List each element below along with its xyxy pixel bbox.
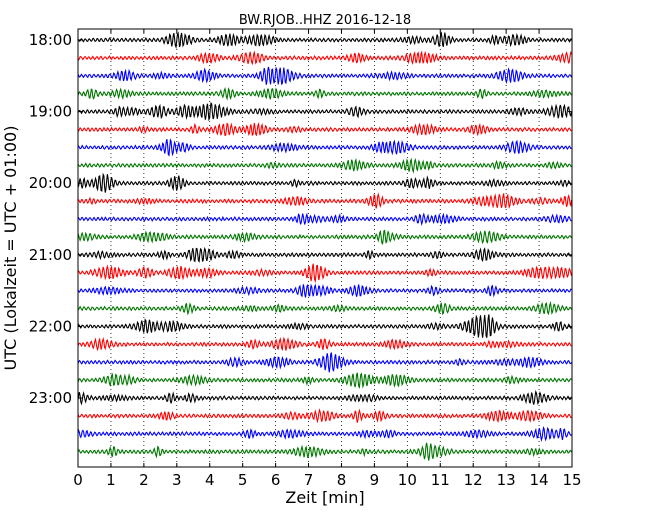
trace-line (77, 263, 573, 284)
y-tick-label: 23:00 (29, 389, 72, 407)
trace-line (77, 31, 572, 50)
x-tick-label: 8 (337, 471, 347, 489)
y-tick-label: 20:00 (29, 174, 72, 192)
trace-line (77, 157, 572, 174)
x-tick-label: 14 (530, 471, 549, 489)
x-tick-label: 7 (304, 471, 314, 489)
trace-line (77, 121, 572, 137)
x-tick-label: 5 (238, 471, 248, 489)
trace-line (77, 246, 572, 263)
x-axis: 0 1 2 3 4 5 6 7 8 9 10 11 12 13 14 15 (73, 29, 582, 489)
trace-line (77, 372, 572, 389)
trace-line (77, 300, 572, 316)
x-tick-label: 2 (139, 471, 149, 489)
trace-line (77, 66, 573, 86)
y-axis-label: UTC (Lokalzeit = UTC + 01:00) (1, 126, 20, 371)
trace-line (77, 389, 572, 406)
x-tick-label: 1 (106, 471, 116, 489)
trace-line (77, 102, 573, 122)
trace-line (77, 352, 572, 373)
trace-group (77, 31, 573, 461)
x-tick-label: 12 (464, 471, 483, 489)
x-tick-label: 6 (271, 471, 281, 489)
x-tick-label: 3 (172, 471, 182, 489)
trace-line (77, 138, 572, 157)
y-tick-label: 19:00 (29, 103, 72, 121)
trace-line (77, 192, 573, 210)
trace-line (77, 50, 573, 66)
y-axis: 18:00 19:00 20:00 21:00 22:00 23:00 (29, 31, 572, 407)
x-tick-label: 10 (398, 471, 417, 489)
x-axis-label: Zeit [min] (285, 488, 364, 507)
y-tick-label: 21:00 (29, 246, 72, 264)
x-tick-label: 13 (497, 471, 516, 489)
x-tick-label: 11 (431, 471, 450, 489)
trace-line (77, 229, 572, 245)
trace-line (77, 336, 572, 352)
y-tick-label: 18:00 (29, 31, 72, 49)
plot-frame (77, 28, 573, 468)
x-tick-label: 15 (562, 471, 581, 489)
trace-line (77, 426, 572, 443)
trace-line (77, 314, 572, 338)
trace-line (77, 87, 572, 101)
trace-line (77, 408, 572, 424)
x-tick-label: 9 (370, 471, 380, 489)
chart-title: BW.RJOB..HHZ 2016-12-18 (239, 13, 411, 28)
x-tick-label: 4 (205, 471, 215, 489)
trace-line (77, 172, 572, 193)
trace-line (77, 283, 572, 298)
x-tick-label: 0 (73, 471, 83, 489)
trace-line (77, 212, 572, 227)
trace-line (77, 442, 572, 461)
y-tick-label: 22:00 (29, 317, 72, 335)
